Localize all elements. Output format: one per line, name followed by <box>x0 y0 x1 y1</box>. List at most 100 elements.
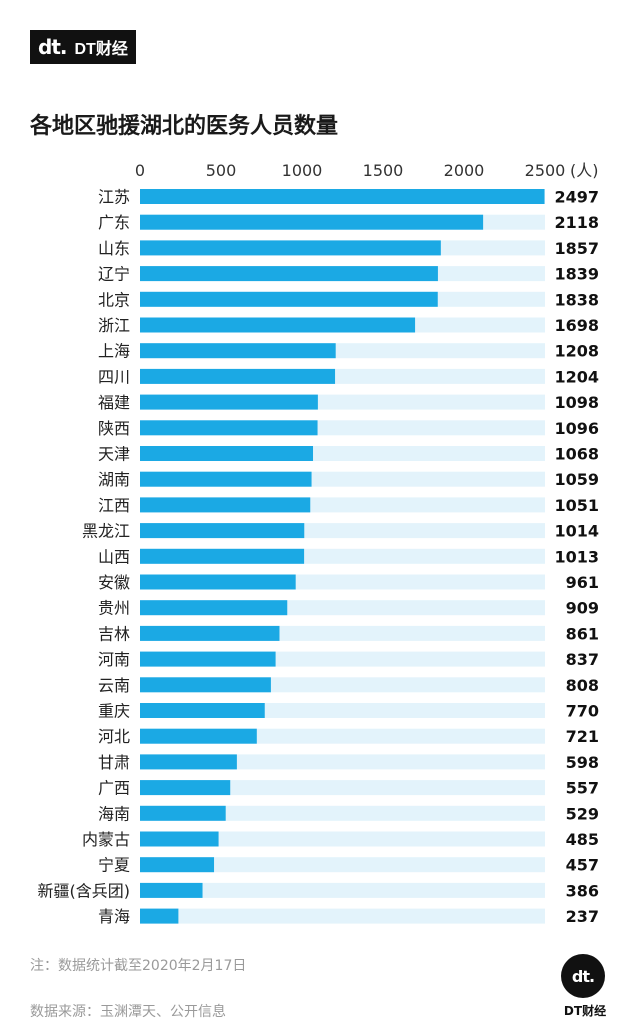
bar <box>140 625 280 641</box>
bar <box>140 882 203 898</box>
value-label: 1204 <box>554 367 599 386</box>
bar <box>140 497 311 513</box>
bar <box>140 600 288 616</box>
bar <box>140 368 336 384</box>
bar <box>140 523 305 539</box>
category-label: 云南 <box>98 676 130 695</box>
category-label: 浙江 <box>98 316 130 335</box>
bar <box>140 780 231 796</box>
value-label: 837 <box>566 650 599 669</box>
category-label: 甘肃 <box>98 753 130 772</box>
category-label: 湖南 <box>98 470 130 489</box>
value-label: 770 <box>566 702 599 721</box>
value-label: 861 <box>566 624 599 643</box>
x-tick-label: 500 <box>206 161 237 180</box>
category-label: 天津 <box>98 445 130 464</box>
category-label: 辽宁 <box>98 265 130 284</box>
category-label: 四川 <box>98 367 130 386</box>
bar <box>140 728 257 744</box>
category-label: 吉林 <box>98 624 130 643</box>
x-tick-label: 0 <box>135 161 145 180</box>
bar <box>140 908 179 924</box>
bar <box>140 805 226 821</box>
bar <box>140 317 416 333</box>
value-label: 598 <box>566 753 599 772</box>
x-tick-label: 1500 <box>363 161 404 180</box>
bar-track <box>140 831 545 847</box>
category-label: 安徽 <box>98 573 130 592</box>
x-tick-label: 1000 <box>282 161 323 180</box>
bar-track <box>140 754 545 770</box>
value-label: 1051 <box>554 496 599 515</box>
category-label: 山东 <box>98 239 130 258</box>
value-label: 909 <box>566 599 599 618</box>
value-label: 1096 <box>554 419 599 438</box>
category-label: 上海 <box>98 342 130 361</box>
value-label: 2118 <box>554 213 599 232</box>
value-label: 457 <box>566 856 599 875</box>
value-label: 529 <box>566 804 599 823</box>
category-label: 重庆 <box>98 702 130 721</box>
value-label: 2497 <box>554 188 599 207</box>
category-label: 陕西 <box>98 419 130 438</box>
bar-track <box>140 805 545 821</box>
category-label: 江西 <box>98 496 130 515</box>
footnote: 注：数据统计截至2020年2月17日 <box>30 958 247 974</box>
bar <box>140 394 318 410</box>
bar <box>140 214 484 230</box>
value-label: 1059 <box>554 470 599 489</box>
bar <box>140 240 441 256</box>
value-label: 1014 <box>554 522 599 541</box>
x-tick-label: 2500 <box>525 161 566 180</box>
value-label: 1098 <box>554 393 599 412</box>
brand-name: DT财经 <box>74 41 128 58</box>
data-source: 数据来源：玉渊潭天、公开信息 <box>30 1004 226 1020</box>
category-label: 山西 <box>98 547 130 566</box>
bar <box>140 266 438 282</box>
bar <box>140 831 219 847</box>
value-label: 1013 <box>554 547 599 566</box>
chart-title: 各地区驰援湖北的医务人员数量 <box>30 114 339 139</box>
bar-track <box>140 780 545 796</box>
value-label: 1838 <box>554 290 599 309</box>
category-label: 福建 <box>98 393 130 412</box>
badge-brand-name: DT财经 <box>563 1004 607 1018</box>
bar <box>140 857 215 873</box>
category-label: 内蒙古 <box>82 830 130 849</box>
value-label: 557 <box>566 779 599 798</box>
bar <box>140 651 276 667</box>
unit-label: (人) <box>570 161 599 180</box>
value-label: 1839 <box>554 265 599 284</box>
brand-logo: dt. DT财经 <box>30 30 136 64</box>
value-label: 961 <box>566 573 599 592</box>
bar-track <box>140 908 545 924</box>
value-label: 386 <box>566 881 599 900</box>
bar <box>140 548 305 564</box>
bar <box>140 754 237 770</box>
category-label: 广西 <box>98 779 130 798</box>
category-label: 宁夏 <box>98 856 130 875</box>
bar <box>140 291 438 307</box>
category-label: 贵州 <box>98 599 130 618</box>
category-label: 新疆(含兵团) <box>38 881 131 900</box>
bar <box>140 471 312 487</box>
dt-badge-icon: dt. <box>561 954 605 998</box>
bar-track <box>140 857 545 873</box>
category-label: 北京 <box>98 290 130 309</box>
category-label: 江苏 <box>98 188 130 207</box>
bar <box>140 677 271 693</box>
category-label: 广东 <box>98 213 130 232</box>
value-label: 1857 <box>554 239 599 258</box>
bar <box>140 343 336 359</box>
value-label: 808 <box>566 676 599 695</box>
bar <box>140 703 265 718</box>
category-label: 青海 <box>98 907 130 926</box>
category-label: 海南 <box>98 804 130 823</box>
value-label: 1208 <box>554 342 599 361</box>
category-label: 河南 <box>98 650 130 669</box>
bar <box>140 446 314 461</box>
value-label: 237 <box>566 907 599 926</box>
bar <box>140 574 296 590</box>
value-label: 1068 <box>554 445 599 464</box>
